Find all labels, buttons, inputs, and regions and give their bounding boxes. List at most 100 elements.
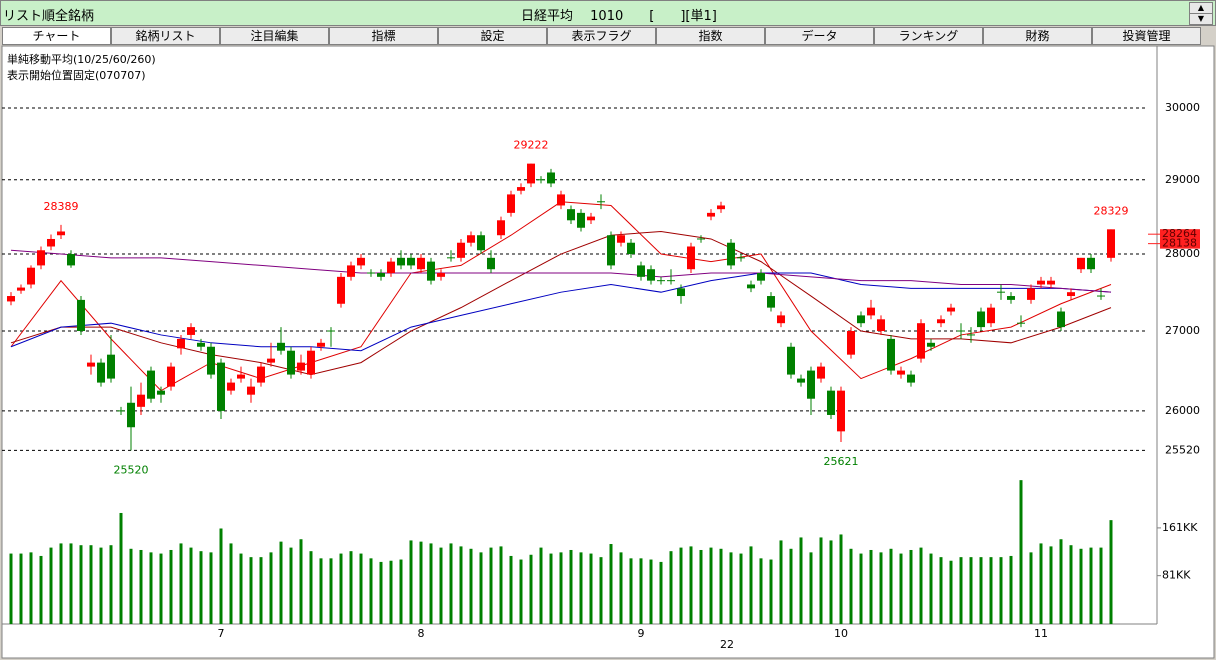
candle-body <box>647 269 655 281</box>
candle-body <box>1057 311 1065 328</box>
candle-body <box>307 350 315 375</box>
index-unit: [ ][単1] <box>649 9 717 24</box>
x-tick-label: 9 <box>638 627 645 640</box>
candle-body <box>1047 280 1055 285</box>
low-label: 25520 <box>114 463 149 476</box>
volume-bar <box>479 552 483 624</box>
volume-bar <box>19 553 23 624</box>
y-tick-label: 26000 <box>1165 404 1200 417</box>
candle-body <box>747 284 755 289</box>
tab[interactable]: 銘柄リスト <box>111 27 220 45</box>
scroll-down[interactable]: ▼ <box>1189 13 1213 25</box>
candle-body <box>677 288 685 297</box>
volume-bar <box>559 552 563 624</box>
volume-bar <box>689 546 693 624</box>
candle-body <box>507 194 515 213</box>
candle-body <box>317 342 325 347</box>
candle-body <box>107 354 115 379</box>
volume-bar <box>179 543 183 624</box>
volume-bar <box>849 548 853 624</box>
tab[interactable]: 指標 <box>329 27 438 45</box>
candle-body <box>197 342 205 347</box>
candle-body <box>987 307 995 324</box>
volume-bar <box>489 547 493 624</box>
volume-bar <box>579 552 583 624</box>
candle-body <box>177 338 185 349</box>
candle-body <box>847 331 855 355</box>
chart-title: 単純移動平均(10/25/60/260) <box>7 52 156 66</box>
candle-body <box>467 235 475 243</box>
volume-bar <box>139 549 143 624</box>
tab[interactable]: 指数 <box>656 27 765 45</box>
candle-body <box>617 235 625 243</box>
volume-bar <box>659 561 663 624</box>
high-label: 29222 <box>514 139 549 152</box>
tab[interactable]: 投資管理 <box>1092 27 1201 45</box>
candle-body <box>17 287 25 291</box>
candle-body <box>127 402 135 428</box>
list-name: リスト順全銘柄 <box>3 9 95 24</box>
candle-body <box>227 382 235 391</box>
candle-body <box>637 265 645 277</box>
candle-body <box>277 342 285 351</box>
volume-bar <box>259 557 263 624</box>
tab[interactable]: 設定 <box>438 27 547 45</box>
candle-body <box>557 194 565 206</box>
price-marker-box <box>1160 238 1200 249</box>
x-tick-label: 11 <box>1034 627 1048 640</box>
candle-body <box>387 261 395 274</box>
candle-body <box>427 261 435 281</box>
candle-body <box>247 386 255 395</box>
candle-body <box>1037 280 1045 285</box>
tab[interactable]: ランキング <box>874 27 983 45</box>
volume-bar <box>249 557 253 624</box>
tab[interactable]: データ <box>765 27 874 45</box>
candle-body <box>877 319 885 332</box>
volume-tick-label: 81KK <box>1162 569 1191 582</box>
tab[interactable]: 財務 <box>983 27 1092 45</box>
candle-body <box>267 358 275 363</box>
candle-body <box>1067 292 1075 297</box>
candle-body <box>527 163 535 184</box>
candle-body <box>857 315 865 324</box>
candle-body <box>457 242 465 258</box>
volume-bar <box>289 547 293 624</box>
volume-bar <box>219 528 223 624</box>
ma-line <box>10 249 1112 293</box>
tab[interactable]: 表示フラグ <box>547 27 656 45</box>
tab[interactable]: 注目編集 <box>220 27 329 45</box>
volume-bar <box>119 512 123 624</box>
candle-body <box>547 172 555 184</box>
ma-line <box>10 230 1112 376</box>
volume-bar <box>449 543 453 624</box>
volume-bar <box>1059 539 1063 624</box>
volume-bar <box>949 560 953 624</box>
candle-body <box>807 370 815 399</box>
candle-body <box>57 231 65 236</box>
tab[interactable]: チャート <box>2 27 111 45</box>
candle-body <box>67 254 75 266</box>
volume-bar <box>509 555 513 624</box>
volume-bar <box>1109 520 1113 624</box>
volume-bar <box>759 558 763 624</box>
volume-bar <box>299 539 303 624</box>
candle-body <box>217 362 225 411</box>
volume-bar <box>1079 548 1083 624</box>
y-tick-label: 25520 <box>1165 443 1200 456</box>
volume-bar <box>989 557 993 624</box>
volume-bar <box>89 545 93 624</box>
y-tick-label: 28000 <box>1165 247 1200 260</box>
volume-bar <box>729 552 733 624</box>
volume-bar <box>629 558 633 624</box>
price-marker-box <box>1160 229 1200 240</box>
volume-bar <box>469 548 473 624</box>
candle-body <box>927 342 935 347</box>
volume-bar <box>229 543 233 624</box>
volume-bar <box>959 557 963 624</box>
volume-bar <box>719 548 723 624</box>
volume-bar <box>589 553 593 624</box>
volume-bar <box>609 544 613 624</box>
volume-tick-label: 161KK <box>1162 521 1198 534</box>
